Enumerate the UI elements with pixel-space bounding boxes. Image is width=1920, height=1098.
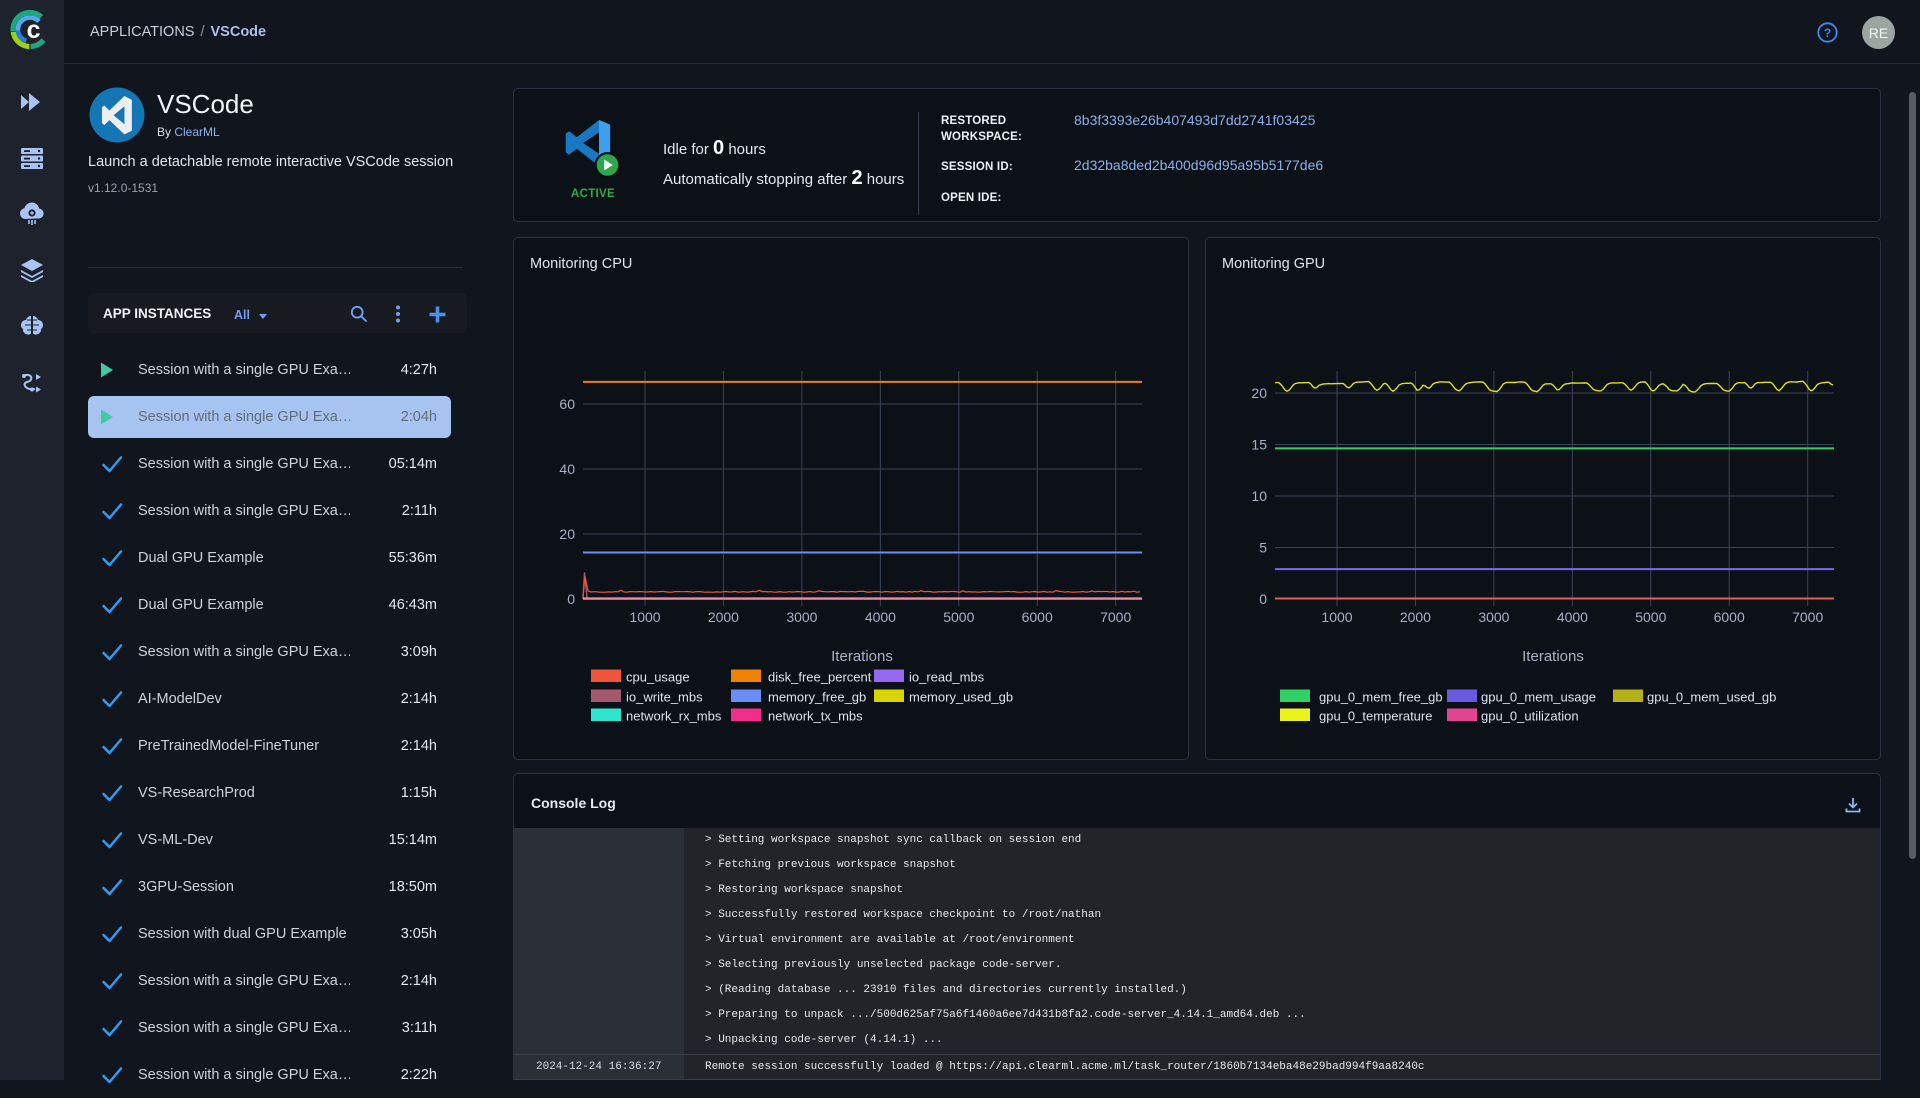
- svg-text:5000: 5000: [1635, 609, 1666, 625]
- svg-text:20: 20: [1251, 385, 1267, 401]
- svg-text:1000: 1000: [1321, 609, 1352, 625]
- svg-text:gpu_0_temperature: gpu_0_temperature: [1319, 709, 1432, 724]
- svg-text:0: 0: [567, 591, 575, 607]
- svg-text:c: c: [27, 16, 41, 44]
- svg-text:7000: 7000: [1792, 609, 1823, 625]
- svg-text:1000: 1000: [629, 609, 660, 625]
- svg-text:6000: 6000: [1022, 609, 1053, 625]
- svg-text:7000: 7000: [1100, 609, 1131, 625]
- svg-text:20: 20: [559, 526, 575, 542]
- svg-text:0: 0: [1259, 591, 1267, 607]
- svg-text:gpu_0_mem_free_gb: gpu_0_mem_free_gb: [1319, 690, 1443, 705]
- svg-text:gpu_0_mem_usage: gpu_0_mem_usage: [1481, 690, 1596, 705]
- svg-text:5: 5: [1259, 540, 1267, 556]
- svg-text:network_tx_mbs: network_tx_mbs: [768, 709, 863, 724]
- svg-text:io_read_mbs: io_read_mbs: [909, 670, 985, 685]
- svg-text:5000: 5000: [943, 609, 974, 625]
- svg-text:6000: 6000: [1714, 609, 1745, 625]
- svg-text:3000: 3000: [786, 609, 817, 625]
- svg-text:15: 15: [1251, 437, 1267, 453]
- svg-text:io_write_mbs: io_write_mbs: [626, 690, 703, 705]
- svg-text:60: 60: [559, 396, 575, 412]
- svg-text:3000: 3000: [1478, 609, 1509, 625]
- svg-text:memory_used_gb: memory_used_gb: [909, 690, 1013, 705]
- svg-text:Iterations: Iterations: [831, 648, 893, 665]
- svg-text:Iterations: Iterations: [1522, 648, 1584, 665]
- svg-text:Monitoring CPU: Monitoring CPU: [530, 256, 632, 272]
- svg-text:disk_free_percent: disk_free_percent: [768, 670, 872, 685]
- svg-text:2000: 2000: [1400, 609, 1431, 625]
- svg-text:10: 10: [1251, 488, 1267, 504]
- svg-text:?: ?: [1824, 26, 1831, 40]
- svg-text:gpu_0_utilization: gpu_0_utilization: [1481, 709, 1579, 724]
- svg-text:40: 40: [559, 461, 575, 477]
- svg-text:memory_free_gb: memory_free_gb: [768, 690, 866, 705]
- svg-text:Monitoring GPU: Monitoring GPU: [1222, 256, 1325, 272]
- svg-text:gpu_0_mem_used_gb: gpu_0_mem_used_gb: [1647, 690, 1776, 705]
- svg-text:2000: 2000: [708, 609, 739, 625]
- svg-text:4000: 4000: [865, 609, 896, 625]
- svg-text:network_rx_mbs: network_rx_mbs: [626, 709, 722, 724]
- svg-text:4000: 4000: [1557, 609, 1588, 625]
- svg-text:cpu_usage: cpu_usage: [626, 670, 690, 685]
